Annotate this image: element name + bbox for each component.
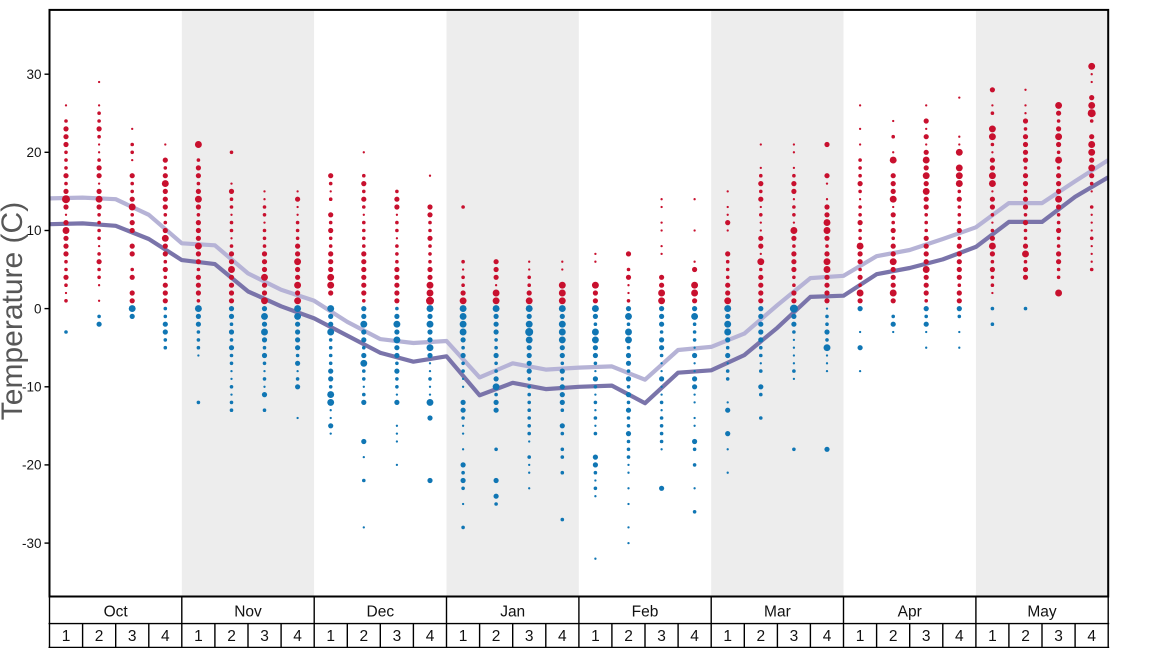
svg-text:4: 4 [161,628,170,645]
svg-text:-20: -20 [22,458,42,473]
svg-text:20: 20 [26,145,41,160]
svg-text:-10: -10 [22,379,42,394]
svg-text:Temperature (C): Temperature (C) [0,202,29,420]
svg-text:30: 30 [26,67,41,82]
svg-text:2: 2 [359,628,368,645]
svg-text:2: 2 [492,628,501,645]
svg-text:1: 1 [591,628,600,645]
svg-text:-30: -30 [22,536,42,551]
svg-text:3: 3 [260,628,269,645]
svg-text:1: 1 [326,628,335,645]
svg-text:0: 0 [34,301,42,316]
svg-text:3: 3 [1054,628,1063,645]
svg-text:Feb: Feb [632,603,659,620]
svg-text:4: 4 [1087,628,1096,645]
svg-text:4: 4 [823,628,832,645]
svg-text:4: 4 [558,628,567,645]
svg-text:2: 2 [95,628,104,645]
svg-text:10: 10 [26,223,41,238]
svg-text:May: May [1027,603,1057,620]
svg-text:2: 2 [227,628,236,645]
svg-text:4: 4 [955,628,964,645]
svg-text:3: 3 [922,628,931,645]
svg-text:Nov: Nov [234,603,262,620]
svg-text:2: 2 [889,628,898,645]
svg-text:1: 1 [856,628,865,645]
svg-text:3: 3 [525,628,534,645]
svg-text:1: 1 [988,628,997,645]
svg-text:4: 4 [426,628,435,645]
svg-text:4: 4 [293,628,302,645]
svg-text:3: 3 [790,628,799,645]
svg-text:1: 1 [459,628,468,645]
svg-text:1: 1 [723,628,732,645]
svg-text:1: 1 [194,628,203,645]
svg-text:2: 2 [624,628,633,645]
svg-text:Jan: Jan [500,603,525,620]
svg-text:1: 1 [62,628,71,645]
svg-text:Mar: Mar [764,603,791,620]
svg-text:Dec: Dec [367,603,395,620]
svg-text:4: 4 [690,628,699,645]
svg-text:Oct: Oct [104,603,129,620]
svg-text:3: 3 [128,628,137,645]
svg-text:2: 2 [1021,628,1030,645]
svg-text:Apr: Apr [898,603,922,620]
svg-text:3: 3 [393,628,402,645]
svg-text:2: 2 [756,628,765,645]
svg-text:3: 3 [657,628,666,645]
